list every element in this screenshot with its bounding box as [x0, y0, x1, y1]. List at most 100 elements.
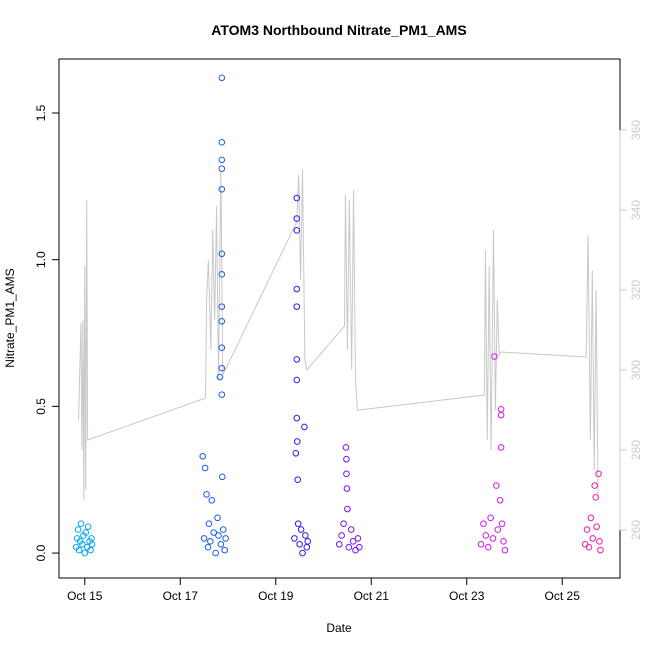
- data-point: [498, 520, 506, 528]
- data-point: [293, 227, 301, 234]
- data-point: [592, 494, 599, 501]
- data-point: [200, 535, 208, 542]
- data-point: [88, 540, 96, 548]
- data-point: [218, 364, 226, 372]
- data-point: [293, 438, 301, 445]
- data-point: [489, 535, 497, 542]
- data-point: [219, 526, 227, 533]
- data-point: [343, 485, 351, 492]
- data-point: [484, 543, 492, 551]
- y-tick-label: 0.5: [34, 398, 48, 415]
- data-point: [218, 303, 226, 310]
- data-point: [591, 482, 598, 489]
- data-point: [299, 549, 306, 557]
- data-point: [496, 496, 504, 504]
- data-point: [354, 535, 362, 542]
- x-axis-label: Date: [326, 621, 352, 635]
- x-tick-label: Oct 15: [67, 589, 103, 603]
- data-point: [491, 353, 498, 360]
- data-point: [218, 344, 226, 351]
- data-point: [218, 185, 226, 193]
- data-point: [301, 423, 308, 431]
- data-point: [222, 535, 229, 542]
- data-point: [87, 546, 94, 554]
- y2-tick-label: 340: [629, 200, 643, 220]
- data-point: [210, 529, 217, 536]
- data-point: [218, 317, 226, 325]
- data-point: [293, 194, 301, 202]
- x-tick-label: Oct 25: [545, 589, 581, 603]
- data-point: [347, 526, 355, 533]
- data-point: [218, 74, 226, 82]
- data-point: [493, 482, 500, 489]
- data-point: [292, 450, 300, 457]
- data-point: [597, 546, 604, 554]
- data-point: [218, 139, 226, 146]
- data-point: [587, 514, 595, 522]
- chart-title: ATOM3 Northbound Nitrate_PM1_AMS: [211, 22, 466, 38]
- y2-tick-label: 260: [629, 520, 643, 540]
- data-point: [340, 520, 347, 528]
- y2-tick-label: 360: [629, 120, 643, 140]
- data-point: [79, 540, 86, 548]
- y-tick-label: 1.5: [34, 104, 48, 121]
- x-tick-label: Oct 21: [354, 589, 390, 603]
- data-point: [595, 470, 602, 478]
- data-point: [207, 538, 214, 545]
- data-point: [221, 546, 228, 554]
- data-point: [208, 496, 216, 504]
- x-tick-label: Oct 17: [163, 589, 199, 603]
- data-point: [349, 538, 357, 545]
- data-point: [583, 526, 591, 533]
- data-line: [78, 169, 599, 501]
- data-point: [585, 543, 593, 551]
- data-point: [593, 523, 600, 530]
- data-point: [302, 532, 309, 539]
- data-point: [218, 473, 226, 481]
- y2-tick-label: 300: [629, 360, 643, 380]
- y-axis-label: Nitrate_PM1_AMS: [3, 268, 17, 367]
- y2-tick-label: 320: [629, 280, 643, 300]
- y-tick-label: 0.0: [34, 544, 48, 561]
- data-point: [589, 535, 597, 542]
- data-point: [204, 543, 212, 551]
- data-point: [335, 540, 343, 548]
- data-point: [500, 538, 507, 545]
- data-point: [494, 526, 502, 533]
- data-point: [497, 411, 505, 419]
- data-point: [304, 538, 312, 545]
- data-point: [345, 543, 353, 551]
- data-point: [487, 514, 494, 522]
- data-point: [342, 444, 350, 451]
- data-point: [293, 356, 301, 363]
- data-point: [218, 156, 226, 164]
- data-point: [199, 452, 207, 460]
- data-point: [293, 285, 301, 293]
- data-point: [501, 546, 509, 554]
- data-point: [343, 470, 350, 478]
- data-point: [82, 529, 90, 536]
- data-point: [596, 538, 603, 545]
- data-point: [293, 376, 301, 384]
- data-point: [218, 271, 226, 278]
- data-point: [344, 505, 351, 513]
- data-point: [338, 532, 345, 539]
- data-point: [480, 520, 487, 528]
- data-point: [77, 520, 85, 528]
- data-point: [74, 526, 82, 533]
- data-point: [293, 215, 301, 222]
- data-point: [497, 444, 505, 451]
- data-point: [84, 523, 92, 530]
- data-point: [212, 549, 219, 557]
- data-point: [291, 535, 298, 542]
- data-point: [218, 165, 226, 173]
- data-point: [216, 373, 224, 381]
- data-point: [293, 414, 301, 422]
- data-point: [201, 464, 209, 472]
- data-point: [482, 532, 490, 539]
- data-point: [203, 491, 210, 498]
- data-point: [294, 476, 302, 484]
- data-point: [218, 391, 226, 398]
